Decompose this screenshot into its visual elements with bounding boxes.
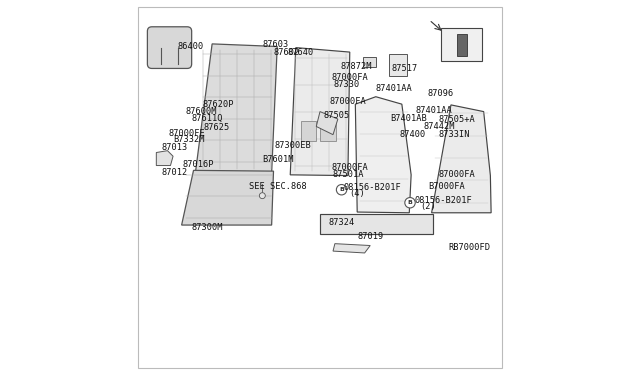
Text: 08156-B201F: 08156-B201F bbox=[343, 183, 401, 192]
Text: 87602: 87602 bbox=[273, 48, 300, 57]
FancyBboxPatch shape bbox=[147, 27, 191, 68]
Text: 87330: 87330 bbox=[333, 80, 359, 89]
Text: 87401AA: 87401AA bbox=[375, 84, 412, 93]
Circle shape bbox=[337, 185, 347, 195]
Text: 87640: 87640 bbox=[287, 48, 314, 57]
Text: 87501A: 87501A bbox=[332, 170, 364, 179]
Text: B7000FA: B7000FA bbox=[428, 182, 465, 190]
Text: 87400: 87400 bbox=[400, 130, 426, 139]
Text: 87401AA: 87401AA bbox=[416, 106, 452, 115]
Text: 87012: 87012 bbox=[162, 168, 188, 177]
Text: B7401AB: B7401AB bbox=[390, 114, 428, 123]
Polygon shape bbox=[316, 112, 338, 135]
FancyBboxPatch shape bbox=[301, 121, 316, 141]
Text: 87505+A: 87505+A bbox=[438, 115, 475, 124]
Text: 87300M: 87300M bbox=[191, 223, 223, 232]
Text: 87600M: 87600M bbox=[186, 107, 217, 116]
Text: 87620P: 87620P bbox=[203, 100, 234, 109]
FancyBboxPatch shape bbox=[363, 57, 376, 67]
Text: 87096: 87096 bbox=[428, 89, 454, 98]
Text: 87505: 87505 bbox=[324, 111, 350, 120]
Polygon shape bbox=[333, 244, 370, 253]
Text: 87625: 87625 bbox=[204, 124, 230, 132]
Text: 87611Q: 87611Q bbox=[191, 114, 223, 123]
Text: 87442M: 87442M bbox=[424, 122, 455, 131]
Polygon shape bbox=[156, 151, 173, 166]
FancyBboxPatch shape bbox=[456, 34, 467, 56]
Polygon shape bbox=[355, 97, 411, 213]
Text: B: B bbox=[339, 187, 344, 192]
Polygon shape bbox=[291, 48, 349, 176]
Text: 08156-B201F: 08156-B201F bbox=[415, 196, 472, 205]
Text: 87019: 87019 bbox=[357, 232, 383, 241]
Text: B: B bbox=[408, 200, 412, 205]
Text: 87872M: 87872M bbox=[341, 62, 372, 71]
Text: 87324: 87324 bbox=[328, 218, 355, 227]
FancyBboxPatch shape bbox=[138, 7, 502, 368]
FancyBboxPatch shape bbox=[320, 214, 433, 234]
Text: 87300EB: 87300EB bbox=[275, 141, 312, 150]
Text: 87000FA: 87000FA bbox=[331, 163, 368, 172]
Text: 87000FA: 87000FA bbox=[438, 170, 475, 179]
Polygon shape bbox=[182, 170, 273, 225]
Polygon shape bbox=[431, 105, 491, 213]
Text: 87016P: 87016P bbox=[182, 160, 214, 169]
Text: 87000FA: 87000FA bbox=[331, 73, 368, 82]
Text: (2): (2) bbox=[420, 202, 436, 211]
Text: (4): (4) bbox=[349, 189, 365, 198]
Polygon shape bbox=[195, 44, 277, 173]
Text: RB7000FD: RB7000FD bbox=[449, 243, 490, 252]
Text: 86400: 86400 bbox=[178, 42, 204, 51]
Text: SEE SEC.868: SEE SEC.868 bbox=[248, 182, 307, 190]
Text: 87517: 87517 bbox=[392, 64, 418, 73]
FancyBboxPatch shape bbox=[320, 121, 335, 141]
FancyBboxPatch shape bbox=[441, 28, 482, 61]
Text: 87000FA: 87000FA bbox=[330, 97, 366, 106]
Text: B7332M: B7332M bbox=[173, 135, 205, 144]
FancyBboxPatch shape bbox=[389, 54, 406, 76]
Circle shape bbox=[259, 193, 266, 199]
Circle shape bbox=[405, 198, 415, 208]
Text: 8733IN: 8733IN bbox=[438, 130, 470, 139]
Text: 87013: 87013 bbox=[162, 143, 188, 152]
Text: 87000FE: 87000FE bbox=[168, 129, 205, 138]
Text: 87603: 87603 bbox=[262, 40, 289, 49]
Text: B7601M: B7601M bbox=[262, 155, 294, 164]
